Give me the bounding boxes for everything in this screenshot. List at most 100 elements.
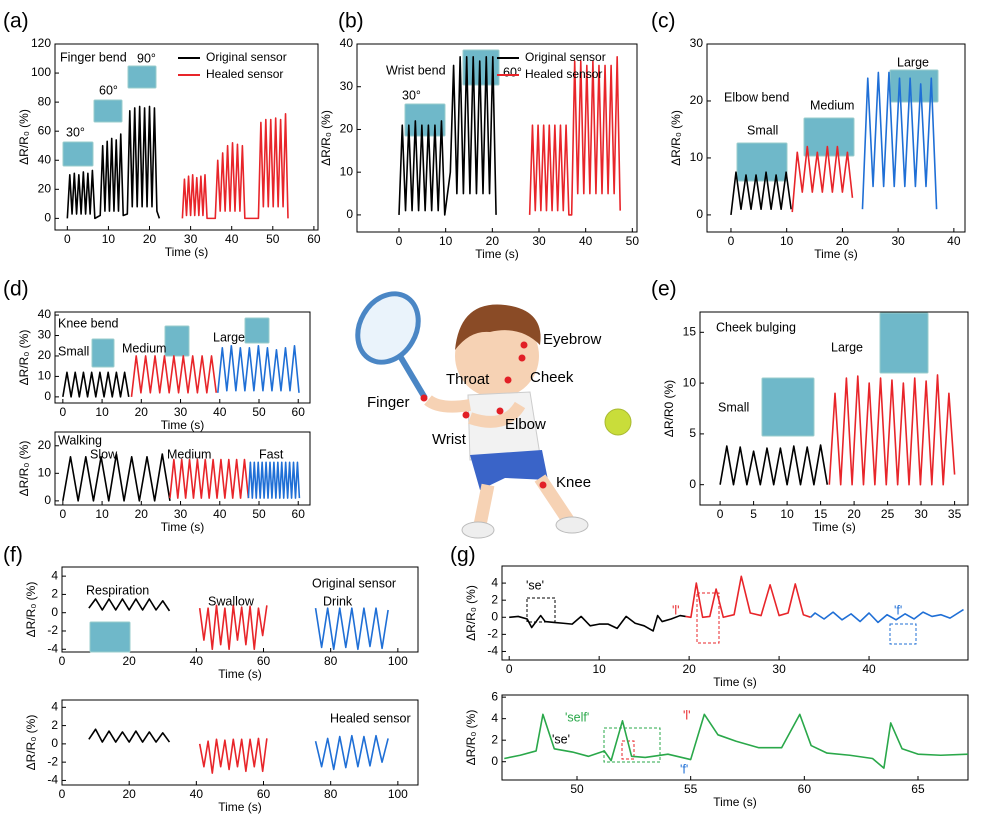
panel-label: (e) (651, 278, 677, 301)
y-tick-label: 20 (38, 181, 52, 195)
y-tick-label: 0 (44, 211, 51, 225)
photo (93, 99, 123, 123)
y-tick-label: 10 (38, 369, 52, 383)
y-tick-label: 20 (38, 438, 52, 452)
plot-frame (706, 43, 966, 233)
annotation: Finger bend (60, 50, 127, 64)
annotation: Knee bend (58, 316, 119, 330)
x-axis-label: Time (s) (218, 800, 262, 814)
plot-frame (501, 565, 969, 661)
body-label: Cheek (530, 369, 574, 386)
shoe (461, 521, 495, 539)
x-tick-label: 0 (60, 507, 67, 521)
annotation: Walking (58, 433, 102, 447)
x-tick-label: 10 (439, 234, 453, 248)
x-tick-label: 20 (135, 405, 149, 419)
x-tick-label: 15 (814, 507, 828, 521)
data-line (314, 607, 389, 651)
annotation: Large (213, 330, 245, 344)
y-axis-label: ΔR/R₀ (%) (319, 110, 333, 166)
data-line (181, 112, 289, 220)
y-tick-label: -4 (47, 641, 58, 655)
y-tick-label: 30 (340, 79, 354, 93)
y-tick-label: 10 (38, 465, 52, 479)
annotation: 90° (137, 51, 156, 65)
body-label: Eyebrow (543, 331, 602, 348)
annotation: Medium (122, 341, 166, 355)
data-line (828, 374, 956, 486)
plot-frame (356, 43, 638, 233)
data-line (247, 461, 301, 499)
panel-label: (g) (450, 544, 476, 567)
photo (89, 621, 131, 653)
annotation: Medium (167, 447, 211, 461)
x-axis-label: Time (s) (165, 245, 209, 259)
x-tick-label: 10 (780, 234, 794, 248)
hair (455, 304, 541, 350)
body-label: Knee (556, 474, 591, 491)
x-axis-label: Time (s) (161, 418, 205, 432)
x-tick-label: 100 (388, 787, 408, 801)
x-tick-label: 30 (184, 232, 198, 246)
dot (520, 341, 528, 349)
x-axis-label: Time (s) (713, 795, 757, 809)
x-tick-label: 20 (143, 232, 157, 246)
data-line (62, 371, 130, 398)
x-tick-label: 50 (266, 232, 280, 246)
panel-label: (c) (651, 10, 676, 33)
x-axis-label: Time (s) (812, 520, 856, 534)
x-tick-label: 40 (213, 507, 227, 521)
panel-label: (b) (338, 10, 364, 33)
legend-label: Original sensor (525, 50, 606, 64)
y-tick-label: -2 (47, 754, 58, 768)
y-axis-label: ΔR/R₀ (%) (24, 715, 38, 771)
photo (736, 142, 788, 182)
y-tick-label: 2 (491, 592, 498, 606)
photo (879, 312, 929, 374)
photo (91, 338, 115, 368)
x-axis-label: Time (s) (713, 675, 757, 689)
y-tick-label: 4 (491, 711, 498, 725)
y-axis-label: ΔR/R₀ (%) (17, 330, 31, 386)
x-tick-label: 10 (592, 662, 606, 676)
annotation: Wrist bend (386, 63, 446, 77)
y-tick-label: 0 (491, 609, 498, 623)
y-tick-label: 10 (683, 375, 697, 389)
annotation: Cheek bulging (716, 320, 796, 334)
body-label: Wrist (432, 431, 467, 448)
y-axis-label: ΔR/R₀ (%) (17, 109, 31, 165)
data-line (504, 713, 969, 769)
plot-frame (61, 699, 419, 786)
x-tick-label: 100 (388, 654, 408, 668)
x-tick-label: 60 (798, 782, 812, 796)
y-tick-label: -2 (487, 627, 498, 641)
x-tick-label: 40 (190, 654, 204, 668)
x-tick-label: 20 (122, 787, 136, 801)
x-tick-label: 10 (95, 405, 109, 419)
x-tick-label: 50 (252, 405, 266, 419)
x-tick-label: 5 (750, 507, 757, 521)
data-line (198, 737, 268, 774)
annotation: 60° (503, 65, 522, 79)
arm (424, 395, 471, 413)
annotation: Small (58, 344, 89, 358)
y-axis-label: ΔR/R₀ (%) (17, 441, 31, 497)
highlight (889, 623, 917, 645)
x-tick-label: 0 (506, 662, 513, 676)
x-tick-label: 10 (780, 507, 794, 521)
data-line (198, 604, 268, 651)
panel-label: (a) (3, 10, 29, 33)
y-tick-label: 0 (491, 754, 498, 768)
y-tick-label: 20 (38, 348, 52, 362)
legend-label: Healed sensor (206, 67, 283, 81)
x-tick-label: 60 (292, 507, 306, 521)
racket-head (355, 291, 421, 365)
x-tick-label: 60 (257, 787, 271, 801)
annotation: 'l' (683, 708, 691, 722)
x-tick-label: 40 (213, 405, 227, 419)
y-tick-label: 10 (340, 164, 354, 178)
x-tick-label: 60 (257, 654, 271, 668)
data-line (730, 171, 792, 216)
data-line (169, 458, 250, 499)
